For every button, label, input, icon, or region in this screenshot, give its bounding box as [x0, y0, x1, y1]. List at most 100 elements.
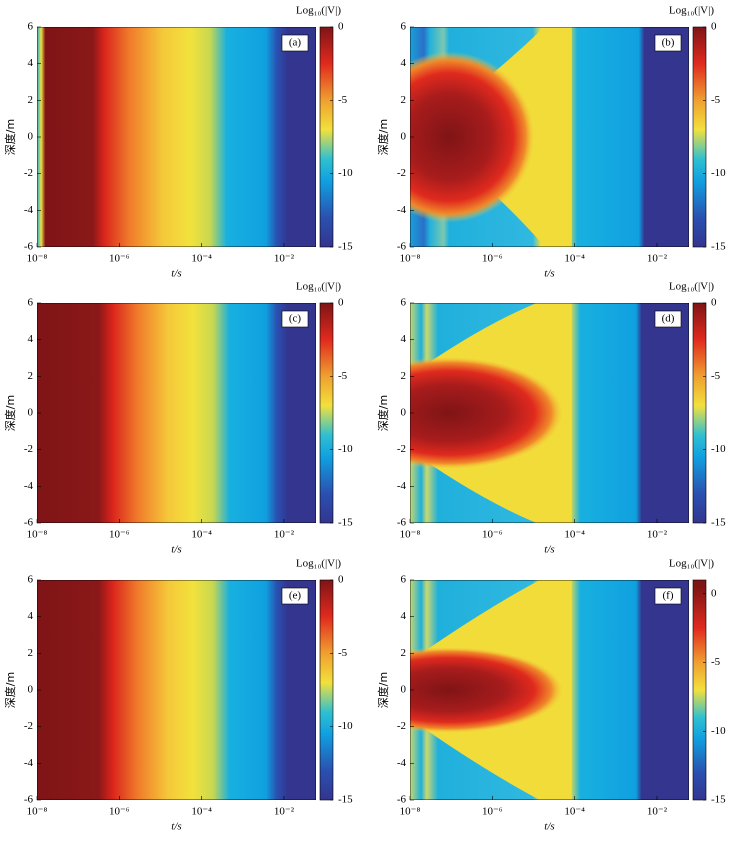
panel-label-box [654, 587, 682, 605]
colorbar-title: Log₁₀(|V|) [669, 5, 714, 17]
core [410, 647, 563, 733]
y-tick-label: -4 [24, 757, 34, 769]
y-tick-label: -6 [24, 517, 34, 529]
core [410, 51, 535, 223]
heatmap [37, 580, 316, 800]
x-tick-label: 10⁻⁴ [564, 253, 585, 265]
colorbar-tick-label: -15 [711, 517, 726, 529]
colorbar-title: Log₁₀(|V|) [669, 281, 714, 293]
colorbar-title: Log₁₀(|V|) [296, 5, 341, 17]
colorbar-tick-label: -5 [711, 656, 721, 668]
y-tick-label: 0 [401, 131, 407, 143]
x-tick-label: 10⁻⁸ [27, 806, 48, 818]
colorbar [319, 302, 334, 524]
panel-label-box [281, 587, 309, 605]
y-tick-label: -2 [24, 167, 33, 179]
y-axis-label: 深度/m [376, 672, 390, 708]
x-tick-label: 10⁻² [647, 529, 668, 541]
panel-label: (c) [289, 313, 302, 325]
colorbar-title: Log₁₀(|V|) [669, 558, 714, 570]
x-tick-label: 10⁻⁶ [109, 806, 130, 818]
colorbar-tick-label: -10 [338, 167, 353, 179]
colorbar-tick-label: 0 [711, 21, 717, 33]
y-tick-label: -2 [397, 443, 406, 455]
x-axis-label: t/s [544, 544, 554, 556]
x-axis-label: t/s [544, 268, 554, 280]
y-tick-label: 2 [401, 370, 407, 382]
colorbar-tick-label: -15 [711, 794, 726, 806]
colorbar [692, 302, 707, 524]
y-tick-label: 6 [401, 21, 407, 33]
colorbar-tick-label: -10 [338, 720, 353, 732]
panel-label-box [281, 34, 309, 52]
y-tick-label: 6 [401, 297, 407, 309]
colorbar-tick-label: -10 [711, 725, 726, 737]
colorbar-tick-label: -15 [338, 517, 353, 529]
colorbar-tick-label: 0 [338, 297, 344, 309]
x-tick-label: 10⁻² [647, 806, 668, 818]
y-tick-label: 6 [28, 297, 34, 309]
x-axis-label: t/s [171, 268, 181, 280]
y-tick-label: 4 [28, 610, 34, 622]
y-tick-label: 6 [28, 574, 34, 586]
colorbar-tick-label: -5 [338, 94, 348, 106]
x-tick-label: 10⁻⁶ [482, 806, 503, 818]
x-tick-label: 10⁻⁶ [482, 253, 503, 265]
x-tick-label: 10⁻⁶ [482, 529, 503, 541]
x-tick-label: 10⁻⁸ [27, 529, 48, 541]
y-tick-label: 0 [28, 684, 34, 696]
y-tick-label: 2 [401, 647, 407, 659]
field [37, 27, 316, 247]
panel-label-box [281, 310, 309, 328]
x-tick-label: 10⁻⁶ [109, 529, 130, 541]
colorbar [692, 579, 707, 801]
x-axis-label: t/s [171, 821, 181, 833]
y-tick-label: 2 [28, 370, 34, 382]
y-axis-label: 深度/m [3, 119, 17, 155]
y-tick-label: 6 [28, 21, 34, 33]
y-tick-label: 0 [28, 407, 34, 419]
colorbar-tick-label: 0 [338, 574, 344, 586]
panel-label: (f) [663, 590, 674, 602]
panel-label-box [654, 310, 682, 328]
x-tick-label: 10⁻⁸ [400, 806, 421, 818]
y-tick-label: 4 [28, 57, 34, 69]
y-tick-label: -4 [24, 480, 34, 492]
y-tick-label: -4 [397, 480, 407, 492]
y-tick-label: -6 [397, 241, 407, 253]
x-tick-label: 10⁻⁶ [109, 253, 130, 265]
colorbar-tick-label: -15 [711, 241, 726, 253]
y-tick-label: 4 [401, 333, 407, 345]
colorbar-tick-label: -10 [711, 167, 726, 179]
y-tick-label: -2 [24, 443, 33, 455]
colorbar-tick-label: 0 [338, 21, 344, 33]
y-tick-label: -6 [24, 241, 34, 253]
x-tick-label: 10⁻⁴ [191, 529, 212, 541]
y-tick-label: -2 [397, 167, 406, 179]
panel-label: (b) [662, 37, 675, 49]
x-tick-label: 10⁻² [274, 253, 295, 265]
colorbar-tick-label: -15 [338, 241, 353, 253]
y-tick-label: 0 [401, 684, 407, 696]
colorbar [319, 26, 334, 248]
colorbar-tick-label: -10 [338, 443, 353, 455]
colorbar-title: Log₁₀(|V|) [296, 558, 341, 570]
colorbar-tick-label: -15 [338, 794, 353, 806]
y-tick-label: 2 [401, 94, 407, 106]
y-axis-label: 深度/m [3, 395, 17, 431]
x-tick-label: 10⁻² [274, 529, 295, 541]
y-tick-label: 4 [28, 333, 34, 345]
x-axis-label: t/s [171, 544, 181, 556]
y-tick-label: -6 [24, 794, 34, 806]
y-tick-label: 6 [401, 574, 407, 586]
heatmap [410, 303, 689, 523]
x-tick-label: 10⁻⁴ [191, 253, 212, 265]
y-axis-label: 深度/m [3, 672, 17, 708]
panel-label: (d) [662, 313, 675, 325]
panel-label-box [654, 34, 682, 52]
colorbar-tick-label: -10 [711, 443, 726, 455]
colorbar [319, 579, 334, 801]
field [37, 580, 316, 800]
heatmap [37, 27, 316, 247]
